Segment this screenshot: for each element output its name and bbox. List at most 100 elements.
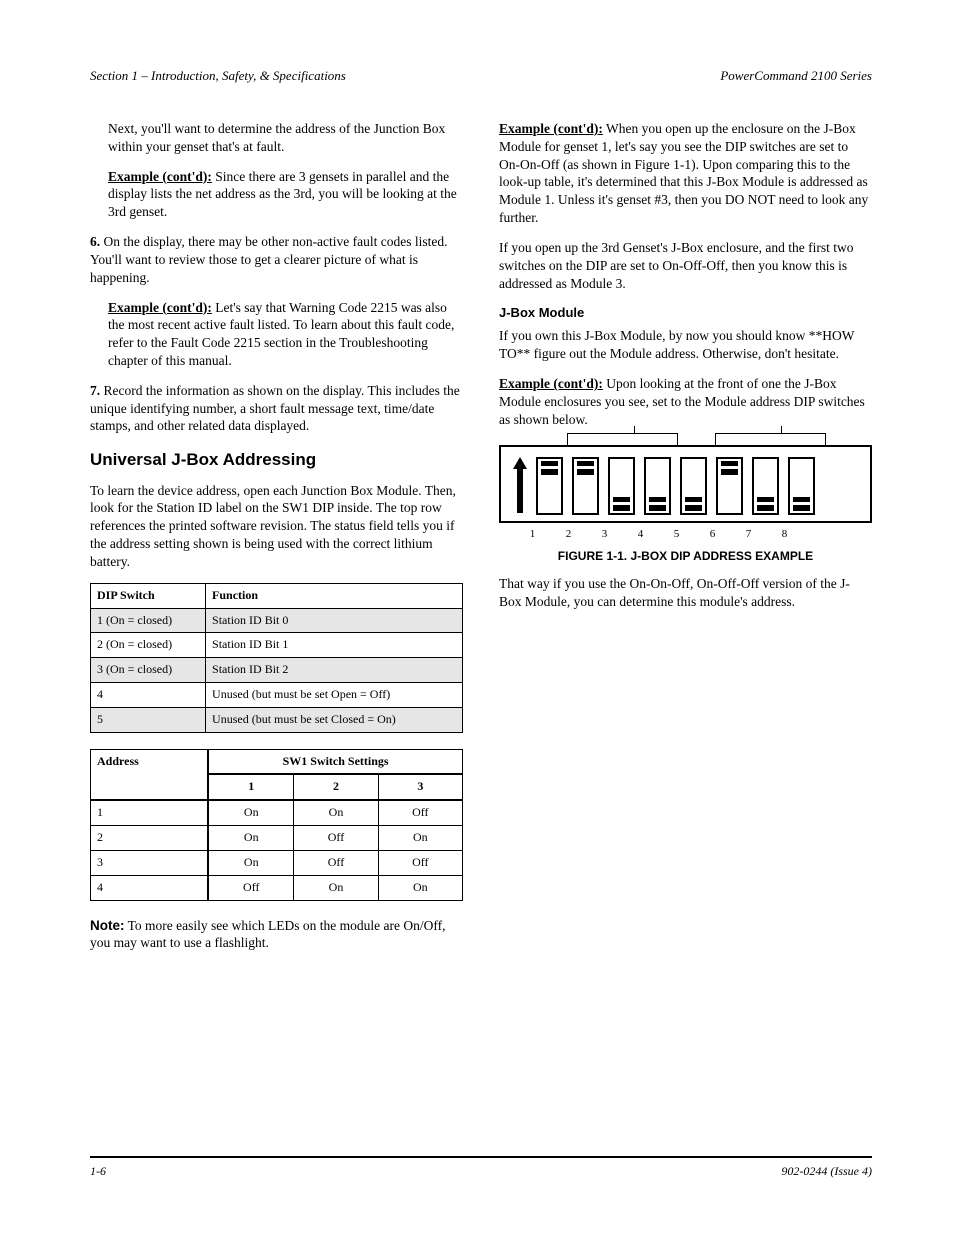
footer-page-number: 1-6 [90, 1164, 106, 1179]
dip-slider [685, 497, 702, 511]
table-cell: 4 [91, 683, 206, 708]
table-cell: Station ID Bit 1 [206, 633, 463, 658]
dip-slider [793, 497, 810, 511]
para: Example (cont'd): Let's say that Warning… [108, 299, 463, 370]
table-header: 1 [208, 774, 294, 800]
para: Example (cont'd): Upon looking at the fr… [499, 375, 872, 428]
footer-doc-number: 902-0244 (Issue 4) [781, 1164, 872, 1179]
dip-switch [608, 457, 635, 515]
dip-switch [752, 457, 779, 515]
table-row: 2 (On = closed) Station ID Bit 1 [91, 633, 463, 658]
table-cell: On [378, 826, 462, 851]
note-text: To more easily see which LEDs on the mod… [90, 918, 445, 951]
dip-label: 4 [627, 527, 654, 542]
table-header: SW1 Switch Settings [208, 749, 462, 774]
header-right: PowerCommand 2100 Series [720, 68, 872, 84]
para: Example (cont'd): Since there are 3 gens… [108, 168, 463, 221]
example-label: Example (cont'd): [499, 376, 603, 391]
dip-switch [680, 457, 707, 515]
para: Example (cont'd): When you open up the e… [499, 120, 872, 227]
dip-slider [577, 461, 594, 475]
table-cell: On [378, 875, 462, 900]
dip-slider [721, 461, 738, 475]
dip-switch-block [499, 445, 872, 523]
table-cell: Off [378, 850, 462, 875]
dip-slider [757, 497, 774, 511]
dip-label: 7 [735, 527, 762, 542]
step-text: Record the information as shown on the d… [90, 383, 460, 434]
dip-label: 6 [699, 527, 726, 542]
step-number: 7. [90, 383, 100, 398]
table-cell: Station ID Bit 0 [206, 608, 463, 633]
heading-jbox-addressing: Universal J-Box Addressing [90, 449, 463, 471]
table-cell: Unused (but must be set Open = Off) [206, 683, 463, 708]
table-cell: 3 [91, 850, 209, 875]
table-cell: On [208, 800, 294, 825]
step-number: 6. [90, 234, 100, 249]
dip-tab-tick [634, 426, 635, 434]
heading-jbox-module: J-Box Module [499, 304, 872, 321]
right-column: Example (cont'd): When you open up the e… [499, 120, 872, 964]
dip-label: 2 [555, 527, 582, 542]
table-cell: 1 (On = closed) [91, 608, 206, 633]
example-label: Example (cont'd): [499, 121, 603, 136]
dip-function-table: DIP Switch Function 1 (On = closed) Stat… [90, 583, 463, 733]
para: If you own this J-Box Module, by now you… [499, 327, 872, 363]
para: Next, you'll want to determine the addre… [108, 120, 463, 156]
note-label: Note: [90, 918, 125, 933]
dip-slider [613, 497, 630, 511]
table-cell: On [208, 850, 294, 875]
table-row: 3 (On = closed) Station ID Bit 2 [91, 658, 463, 683]
example-label: Example (cont'd): [108, 169, 212, 184]
table-cell: Off [378, 800, 462, 825]
table-row: 4 Off On On [91, 875, 463, 900]
dip-tab-tick [781, 426, 782, 434]
example-label: Example (cont'd): [108, 300, 212, 315]
left-column: Next, you'll want to determine the addre… [90, 120, 463, 964]
dip-slider [541, 461, 558, 475]
dip-row [513, 457, 858, 515]
step: 6. On the display, there may be other no… [90, 233, 463, 286]
dip-switch [788, 457, 815, 515]
table-cell: Off [294, 850, 378, 875]
table-row: 3 On Off Off [91, 850, 463, 875]
table-cell: 5 [91, 707, 206, 732]
dip-slider [649, 497, 666, 511]
table-row: 5 Unused (but must be set Closed = On) [91, 707, 463, 732]
dip-label: 1 [519, 527, 546, 542]
dip-label: 5 [663, 527, 690, 542]
table-header: 3 [378, 774, 462, 800]
figure-caption: FIGURE 1-1. J-BOX DIP ADDRESS EXAMPLE [499, 549, 872, 565]
header-left: Section 1 – Introduction, Safety, & Spec… [90, 68, 346, 84]
table-header: 2 [294, 774, 378, 800]
table-cell: On [294, 800, 378, 825]
table-cell: Off [208, 875, 294, 900]
page-footer: 1-6 902-0244 (Issue 4) [90, 1156, 872, 1179]
dip-tab [715, 433, 826, 447]
dip-label: 8 [771, 527, 798, 542]
up-arrow-icon [513, 457, 527, 515]
table-row: 1 On On Off [91, 800, 463, 825]
para: That way if you use the On-On-Off, On-Of… [499, 575, 872, 611]
table-header: Address [91, 749, 209, 800]
table-cell: On [208, 826, 294, 851]
step: 7. Record the information as shown on th… [90, 382, 463, 435]
note: Note: To more easily see which LEDs on t… [90, 917, 463, 953]
table-cell: Off [294, 826, 378, 851]
table-cell: On [294, 875, 378, 900]
dip-tab [567, 433, 678, 447]
dip-switch [536, 457, 563, 515]
table-header: Function [206, 583, 463, 608]
table-cell: 4 [91, 875, 209, 900]
sw1-settings-table: Address SW1 Switch Settings 1 2 3 1 On O… [90, 749, 463, 901]
para: To learn the device address, open each J… [90, 482, 463, 571]
table-row: 2 On Off On [91, 826, 463, 851]
table-cell: 2 (On = closed) [91, 633, 206, 658]
para-text: When you open up the enclosure on the J-… [499, 121, 868, 225]
table-cell: Unused (but must be set Closed = On) [206, 707, 463, 732]
step-text: On the display, there may be other non-a… [90, 234, 448, 285]
dip-switch [572, 457, 599, 515]
dip-switch-figure: 12345678 FIGURE 1-1. J-BOX DIP ADDRESS E… [499, 445, 872, 565]
table-row: 1 (On = closed) Station ID Bit 0 [91, 608, 463, 633]
table-cell: 2 [91, 826, 209, 851]
